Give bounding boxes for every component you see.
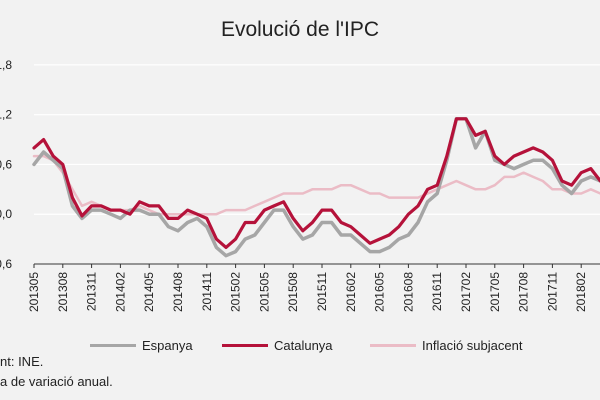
x-tick-label: 201711 [545,272,559,311]
x-tick-label: 201411 [200,272,214,311]
x-tick-label: 201308 [56,272,70,312]
legend-label-inflacio-subjacent: Inflació subjacent [422,338,523,353]
x-tick-label: 201611 [430,272,444,311]
x-tick-label: 201605 [373,272,387,312]
x-tick-label: 201508 [286,272,300,312]
x-tick-label: 201402 [113,272,127,312]
legend-item-espanya: Espanya [90,338,193,353]
y-axis-ticks: -0,6 0,0 0,6 1,2 1,8 [0,58,12,271]
series-lines [32,117,600,258]
unit-note: a de variació anual. [0,374,113,389]
x-tick-label: 201408 [171,272,185,312]
x-tick-label: 201502 [229,272,243,312]
legend-label-espanya: Espanya [142,338,193,353]
x-tick-label: 201708 [517,272,531,312]
legend-label-catalunya: Catalunya [274,338,333,353]
y-tick-label: 1,2 [0,108,12,122]
legend-item-inflacio-subjacent: Inflació subjacent [370,338,522,353]
x-tick-label: 201505 [257,272,271,312]
series-line-catalunya [32,117,600,249]
x-tick-label: 201405 [142,272,156,312]
x-tick-label: 201608 [401,272,415,312]
legend: Espanya Catalunya Inflació subjacent [0,338,600,358]
chart-title: Evolució de l'IPC [220,18,380,41]
x-tick-label: 201702 [459,272,473,312]
source-note: nt: INE. [0,354,44,369]
legend-item-catalunya: Catalunya [222,338,333,353]
legend-swatch-catalunya [222,344,268,347]
x-tick-label: 201802 [574,272,588,312]
x-tick-label: 201305 [27,272,41,312]
x-axis-ticks: 201305 201308 201311 201402 201405 201408 2014… [27,264,588,312]
x-tick-label: 201311 [85,272,99,311]
x-tick-label: 201705 [488,272,502,312]
series-line-espanya [32,117,600,258]
y-tick-label: 0,0 [0,207,12,221]
y-tick-label: 0,6 [0,157,12,171]
legend-swatch-espanya [90,344,136,347]
y-tick-label: 1,8 [0,58,12,72]
y-tick-label: -0,6 [0,257,12,271]
gridlines [34,64,600,265]
x-tick-label: 201602 [344,272,358,312]
legend-swatch-inflacio-subjacent [370,344,416,347]
x-tick-label: 201511 [315,272,329,311]
